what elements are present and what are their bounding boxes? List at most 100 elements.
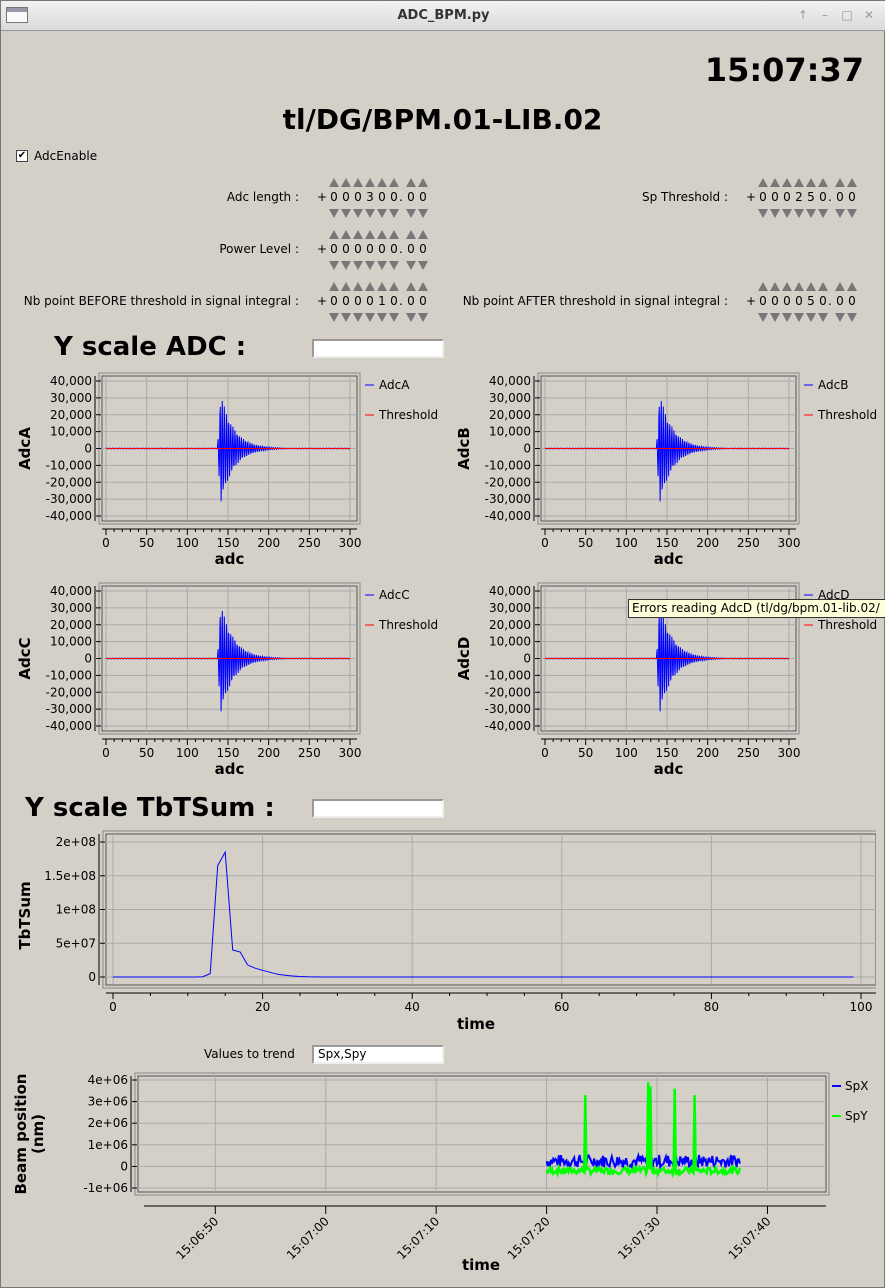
decrement-arrow-icon[interactable] (847, 209, 857, 218)
decrement-arrow-icon[interactable] (806, 209, 816, 218)
increment-arrow-icon[interactable] (418, 230, 428, 239)
increment-arrow-icon[interactable] (377, 230, 387, 239)
decrement-arrow-icon[interactable] (770, 313, 780, 322)
decrement-arrow-icon[interactable] (341, 209, 351, 218)
decrement-arrow-icon[interactable] (835, 209, 845, 218)
decrement-arrow-icon[interactable] (353, 313, 363, 322)
decrement-arrow-icon[interactable] (418, 261, 428, 270)
decrement-arrow-icon[interactable] (758, 313, 768, 322)
decrement-arrow-icon[interactable] (835, 313, 845, 322)
tbtsum-chart[interactable]: 2e+08 1.5e+08 1e+08 5e+07 0 0 20 40 60 80 100 time T… (6, 829, 876, 1039)
decrement-arrow-icon[interactable] (389, 209, 399, 218)
increment-arrow-icon[interactable] (353, 282, 363, 291)
increment-arrow-icon[interactable] (818, 178, 828, 187)
decrement-arrow-icon[interactable] (818, 209, 828, 218)
increment-arrow-icon[interactable] (341, 282, 351, 291)
increment-arrow-icon[interactable] (329, 178, 339, 187)
increment-arrow-icon[interactable] (847, 282, 857, 291)
increment-arrow-icon[interactable] (406, 178, 416, 187)
decrement-arrow-icon[interactable] (365, 209, 375, 218)
minimize-icon[interactable]: – (822, 8, 828, 22)
decrement-arrow-icon[interactable] (389, 261, 399, 270)
increment-arrow-icon[interactable] (835, 282, 845, 291)
increment-arrow-icon[interactable] (770, 282, 780, 291)
nb-point-after-spinbox[interactable]: +0 0 0 0 5 0. 0 0 (746, 282, 876, 322)
keep-above-icon[interactable]: ↑ (797, 8, 809, 22)
decrement-arrow-icon[interactable] (406, 313, 416, 322)
decrement-arrow-icon[interactable] (341, 313, 351, 322)
increment-arrow-icon[interactable] (365, 282, 375, 291)
decrement-arrow-icon[interactable] (847, 313, 857, 322)
decrement-arrow-icon[interactable] (758, 209, 768, 218)
decrement-arrow-icon[interactable] (782, 209, 792, 218)
decrement-arrow-icon[interactable] (329, 261, 339, 270)
close-icon[interactable]: ✕ (863, 8, 875, 22)
increment-arrow-icon[interactable] (835, 178, 845, 187)
beam-position-chart[interactable]: 4e+06 3e+06 2e+06 1e+06 0 -1e+06 15:06:50 15:07… (6, 1071, 884, 1281)
decrement-arrow-icon[interactable] (782, 313, 792, 322)
increment-arrow-icon[interactable] (406, 282, 416, 291)
decrement-arrow-icon[interactable] (341, 261, 351, 270)
adc-c-chart[interactable]: 40,000 30,000 20,000 10,000 0 -10,000 -20,000 -… (6, 579, 446, 787)
increment-arrow-icon[interactable] (329, 282, 339, 291)
decrement-arrow-icon[interactable] (353, 261, 363, 270)
adc-length-spinbox[interactable]: +0 0 0 3 0 0. 0 0 (317, 178, 447, 218)
decrement-arrow-icon[interactable] (418, 313, 428, 322)
title-bar[interactable]: ADC_BPM.py ↑ – □ ✕ (1, 1, 885, 31)
decrement-arrow-icon[interactable] (377, 313, 387, 322)
decrement-arrow-icon[interactable] (418, 209, 428, 218)
increment-arrow-icon[interactable] (758, 282, 768, 291)
increment-arrow-icon[interactable] (770, 178, 780, 187)
y-scale-adc-input[interactable] (312, 339, 444, 358)
adc-enable-checkbox[interactable]: ✔ (16, 150, 28, 162)
y-scale-tbtsum-input[interactable] (312, 799, 444, 818)
increment-arrow-icon[interactable] (389, 230, 399, 239)
increment-arrow-icon[interactable] (818, 282, 828, 291)
decrement-arrow-icon[interactable] (406, 209, 416, 218)
decrement-arrow-icon[interactable] (806, 313, 816, 322)
increment-arrow-icon[interactable] (341, 230, 351, 239)
increment-arrow-icon[interactable] (806, 178, 816, 187)
increment-arrow-icon[interactable] (377, 282, 387, 291)
increment-arrow-icon[interactable] (389, 178, 399, 187)
increment-arrow-icon[interactable] (365, 230, 375, 239)
increment-arrow-icon[interactable] (329, 230, 339, 239)
adc-b-chart[interactable]: 40,000 30,000 20,000 10,000 0 -10,000 -20,000 -… (445, 369, 885, 577)
adc-a-chart[interactable]: 40,000 30,000 20,000 10,000 0 -10,000 -20,000 -… (6, 369, 446, 577)
increment-arrow-icon[interactable] (353, 178, 363, 187)
maximize-icon[interactable]: □ (841, 8, 853, 22)
increment-arrow-icon[interactable] (794, 282, 804, 291)
increment-arrow-icon[interactable] (794, 178, 804, 187)
power-level-spinbox[interactable]: +0 0 0 0 0 0. 0 0 (317, 230, 447, 270)
decrement-arrow-icon[interactable] (365, 261, 375, 270)
increment-arrow-icon[interactable] (806, 282, 816, 291)
increment-arrow-icon[interactable] (353, 230, 363, 239)
decrement-arrow-icon[interactable] (377, 261, 387, 270)
increment-arrow-icon[interactable] (847, 178, 857, 187)
decrement-arrow-icon[interactable] (794, 313, 804, 322)
decrement-arrow-icon[interactable] (365, 313, 375, 322)
decrement-arrow-icon[interactable] (818, 313, 828, 322)
increment-arrow-icon[interactable] (365, 178, 375, 187)
decrement-arrow-icon[interactable] (329, 209, 339, 218)
increment-arrow-icon[interactable] (418, 178, 428, 187)
nb-point-before-spinbox[interactable]: +0 0 0 0 1 0. 0 0 (317, 282, 447, 322)
increment-arrow-icon[interactable] (782, 178, 792, 187)
increment-arrow-icon[interactable] (418, 282, 428, 291)
values-to-trend-input[interactable]: Spx,Spy (312, 1045, 444, 1064)
app-window-icon[interactable] (6, 7, 28, 23)
sp-threshold-spinbox[interactable]: +0 0 0 2 5 0. 0 0 (746, 178, 876, 218)
decrement-arrow-icon[interactable] (389, 313, 399, 322)
decrement-arrow-icon[interactable] (770, 209, 780, 218)
increment-arrow-icon[interactable] (389, 282, 399, 291)
decrement-arrow-icon[interactable] (794, 209, 804, 218)
increment-arrow-icon[interactable] (377, 178, 387, 187)
increment-arrow-icon[interactable] (782, 282, 792, 291)
decrement-arrow-icon[interactable] (406, 261, 416, 270)
decrement-arrow-icon[interactable] (377, 209, 387, 218)
increment-arrow-icon[interactable] (406, 230, 416, 239)
increment-arrow-icon[interactable] (341, 178, 351, 187)
increment-arrow-icon[interactable] (758, 178, 768, 187)
decrement-arrow-icon[interactable] (329, 313, 339, 322)
decrement-arrow-icon[interactable] (353, 209, 363, 218)
